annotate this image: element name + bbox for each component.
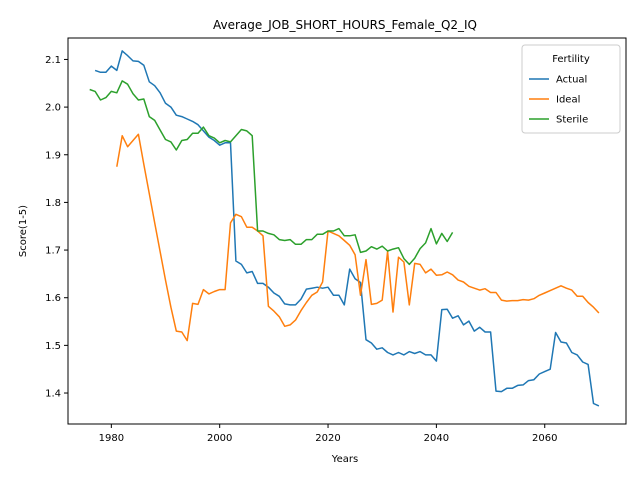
y-tick-label: 1.5 xyxy=(45,341,61,352)
plot-frame xyxy=(67,37,627,425)
legend: Fertility Actual Ideal Sterile xyxy=(521,44,621,134)
legend-label-sterile: Sterile xyxy=(556,115,588,126)
legend-title: Fertility xyxy=(552,54,590,65)
series-line-actual xyxy=(94,50,600,407)
x-axis-label: Years xyxy=(331,454,358,465)
y-tick-label: 1.4 xyxy=(45,389,61,400)
x-tick-label: 1980 xyxy=(99,433,124,444)
y-tick-label: 1.6 xyxy=(45,293,61,304)
series-line-ideal xyxy=(116,133,600,342)
y-tick-label: 1.9 xyxy=(45,150,61,161)
legend-label-actual: Actual xyxy=(556,75,587,86)
x-tick-label: 2020 xyxy=(315,433,340,444)
y-tick-label: 2.0 xyxy=(45,103,61,114)
legend-box xyxy=(521,44,621,134)
plot-series xyxy=(89,50,600,407)
y-axis-label: Score(1-5) xyxy=(18,205,29,257)
y-tick-label: 1.7 xyxy=(45,246,61,257)
y-axis: 1.4 1.5 1.6 1.7 1.8 1.9 2.0 2.1 xyxy=(45,55,68,400)
y-tick-label: 2.1 xyxy=(45,55,61,66)
x-tick-label: 2000 xyxy=(207,433,232,444)
chart-title: Average_JOB_SHORT_HOURS_Female_Q2_IQ xyxy=(213,18,477,32)
y-tick-label: 1.8 xyxy=(45,198,61,209)
series-line-sterile xyxy=(89,80,454,266)
x-tick-label: 2060 xyxy=(532,433,557,444)
legend-label-ideal: Ideal xyxy=(556,95,580,106)
x-tick-label: 2040 xyxy=(424,433,449,444)
x-axis: 1980 2000 2020 2040 2060 xyxy=(99,424,557,444)
